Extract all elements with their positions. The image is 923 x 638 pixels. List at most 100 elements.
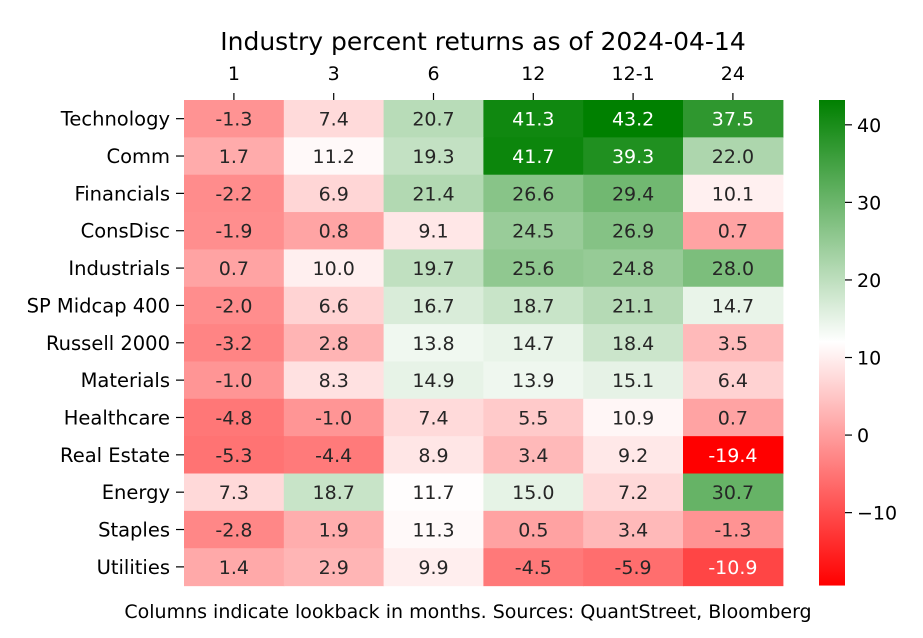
cell-value: 13.9 bbox=[512, 370, 554, 392]
heatmap-cell bbox=[483, 473, 584, 512]
cell-value: 24.5 bbox=[512, 221, 554, 243]
cell-value: 9.1 bbox=[418, 221, 448, 243]
heatmap-cell bbox=[583, 137, 684, 176]
heatmap-cell bbox=[383, 137, 484, 176]
cell-value: 2.9 bbox=[319, 557, 349, 579]
column-header: 6 bbox=[427, 63, 439, 85]
cell-value: 18.7 bbox=[313, 482, 355, 504]
heatmap-cell bbox=[383, 174, 484, 213]
cell-value: 1.9 bbox=[319, 520, 349, 542]
cell-value: 6.6 bbox=[319, 295, 349, 317]
heatmap-cell bbox=[184, 361, 285, 400]
cell-value: 7.4 bbox=[319, 109, 349, 131]
colorbar-tick-label: 0 bbox=[857, 425, 869, 447]
heatmap-cell bbox=[184, 324, 285, 363]
heatmap-cell bbox=[283, 510, 385, 549]
heatmap-cell bbox=[283, 212, 385, 250]
heatmap-cell bbox=[283, 100, 385, 138]
heatmap-cell bbox=[483, 286, 584, 325]
column-header: 12-1 bbox=[612, 63, 655, 85]
heatmap-cell bbox=[683, 137, 784, 176]
heatmap-cell bbox=[483, 436, 584, 475]
cell-value: 20.7 bbox=[412, 109, 454, 131]
cell-value: 30.7 bbox=[712, 482, 754, 504]
cell-value: -4.4 bbox=[315, 445, 352, 467]
heatmap-cell bbox=[184, 137, 285, 176]
heatmap-cell bbox=[483, 361, 584, 400]
cell-value: 3.5 bbox=[718, 333, 748, 355]
row-label: Technology bbox=[60, 108, 170, 131]
heatmap-cell bbox=[683, 249, 784, 288]
cell-value: 22.0 bbox=[712, 146, 754, 168]
cell-value: 19.3 bbox=[412, 146, 454, 168]
cell-value: 0.7 bbox=[718, 407, 748, 429]
heatmap-cell bbox=[683, 100, 784, 138]
cell-value: 29.4 bbox=[612, 183, 654, 205]
heatmap-cell bbox=[683, 473, 784, 512]
cell-value: 18.4 bbox=[612, 333, 654, 355]
heatmap-cell bbox=[483, 398, 584, 437]
heatmap-cell bbox=[184, 212, 285, 250]
heatmap-cell bbox=[483, 100, 584, 138]
cell-value: 26.6 bbox=[512, 183, 554, 205]
heatmap-cell bbox=[583, 212, 684, 250]
cell-value: 6.4 bbox=[718, 370, 748, 392]
column-header: 1 bbox=[228, 63, 240, 85]
heatmap-cell bbox=[683, 510, 784, 549]
heatmap-cell bbox=[683, 174, 784, 213]
cell-value: 0.8 bbox=[319, 221, 349, 243]
cell-value: -4.8 bbox=[215, 407, 252, 429]
heatmap-cell bbox=[483, 324, 584, 363]
heatmap-cell bbox=[583, 286, 684, 325]
cell-value: 18.7 bbox=[512, 295, 554, 317]
cell-value: 26.9 bbox=[612, 221, 654, 243]
cell-value: 2.8 bbox=[319, 333, 349, 355]
heatmap-cell bbox=[184, 436, 285, 475]
cell-value: -1.3 bbox=[215, 109, 252, 131]
row-label: ConsDisc bbox=[81, 220, 170, 243]
heatmap-cell bbox=[683, 324, 784, 363]
cell-value: -1.9 bbox=[215, 221, 252, 243]
heatmap-cell bbox=[283, 174, 385, 213]
heatmap-cell bbox=[283, 548, 385, 587]
cell-value: 3.4 bbox=[518, 445, 548, 467]
colorbar-gradient bbox=[819, 100, 845, 586]
heatmap-cell bbox=[483, 249, 584, 288]
heatmap-cell bbox=[283, 436, 385, 475]
cell-value: 13.8 bbox=[412, 333, 454, 355]
cell-value: 11.3 bbox=[412, 520, 454, 542]
heatmap-cell bbox=[583, 100, 684, 138]
heatmap-cell bbox=[383, 286, 484, 325]
heatmap-cell bbox=[583, 436, 684, 475]
heatmap-cell bbox=[283, 249, 385, 288]
cell-value: 21.1 bbox=[612, 295, 654, 317]
heatmap-cell bbox=[383, 510, 484, 549]
cell-value: -5.3 bbox=[215, 445, 252, 467]
colorbar: 40 30 20 10 0 −10 bbox=[819, 100, 897, 586]
cell-value: -1.3 bbox=[714, 520, 751, 542]
heatmap-cell bbox=[283, 137, 385, 176]
cell-value: 9.9 bbox=[418, 557, 448, 579]
heatmap-cell bbox=[383, 548, 484, 587]
chart-caption: Columns indicate lookback in months. Sou… bbox=[124, 601, 811, 623]
heatmap-cell bbox=[184, 100, 285, 138]
row-label: Materials bbox=[81, 369, 170, 392]
heatmap-cell bbox=[184, 174, 285, 213]
cell-value: 3.4 bbox=[618, 520, 648, 542]
cell-value: 11.2 bbox=[313, 146, 355, 168]
colorbar-tick-label: 40 bbox=[857, 115, 881, 137]
heatmap-cell bbox=[483, 137, 584, 176]
heatmap-cell bbox=[383, 436, 484, 475]
heatmap-cells: -1.3 7.4 20.7 41.3 43.2 37.5 1.7 11.2 19.3 41.7 39… bbox=[184, 100, 784, 587]
heatmap-cell bbox=[483, 174, 584, 213]
column-header: 3 bbox=[328, 63, 340, 85]
colorbar-tick-label: 20 bbox=[857, 270, 881, 292]
cell-value: 7.4 bbox=[418, 407, 448, 429]
row-label: Comm bbox=[106, 145, 170, 168]
cell-value: -2.0 bbox=[215, 295, 252, 317]
row-label: Industrials bbox=[68, 257, 170, 280]
heatmap-cell bbox=[184, 398, 285, 437]
cell-value: 15.1 bbox=[612, 370, 654, 392]
cell-value: 10.9 bbox=[612, 407, 654, 429]
